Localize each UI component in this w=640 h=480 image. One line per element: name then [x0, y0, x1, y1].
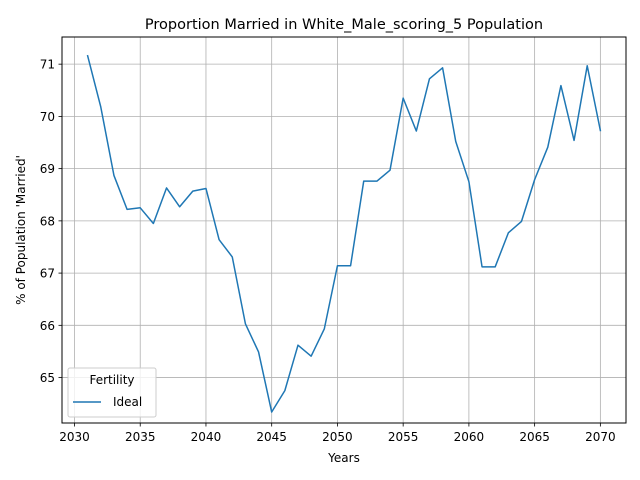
- legend-box: [67, 367, 157, 418]
- x-tick-label: 2040: [191, 430, 222, 444]
- y-axis-label: % of Population 'Married': [14, 155, 28, 305]
- y-tick-label: 67: [40, 267, 55, 281]
- series-line-ideal: [86, 54, 602, 413]
- x-tick-label: 2060: [454, 430, 485, 444]
- y-tick-label: 68: [40, 214, 55, 228]
- grid-lines: [62, 37, 626, 423]
- plot-area-frame: [61, 36, 627, 424]
- x-axis-ticks: 2030 2035 2040 2045 2050 2055 2060 2065 2070: [59, 423, 616, 444]
- chart-title: Proportion Married in White_Male_scoring…: [145, 17, 543, 33]
- y-tick-label: 69: [40, 162, 55, 176]
- y-tick-label: 66: [40, 319, 55, 333]
- legend: Fertility Ideal: [67, 367, 157, 418]
- x-axis-label: Years: [327, 451, 360, 465]
- x-tick-label: 2055: [388, 430, 419, 444]
- legend-title: Fertility: [89, 373, 134, 387]
- x-tick-label: 2065: [519, 430, 550, 444]
- x-tick-label: 2035: [125, 430, 156, 444]
- x-tick-label: 2050: [322, 430, 353, 444]
- x-tick-label: 2030: [59, 430, 90, 444]
- y-tick-label: 71: [40, 58, 55, 72]
- x-tick-label: 2045: [256, 430, 287, 444]
- legend-label-ideal: Ideal: [113, 395, 142, 409]
- y-tick-label: 65: [40, 371, 55, 385]
- x-tick-label: 2070: [585, 430, 616, 444]
- series-lines: [86, 54, 602, 413]
- y-axis-ticks: 65 66 67 68 69 70 71: [40, 58, 62, 385]
- y-tick-label: 70: [40, 110, 55, 124]
